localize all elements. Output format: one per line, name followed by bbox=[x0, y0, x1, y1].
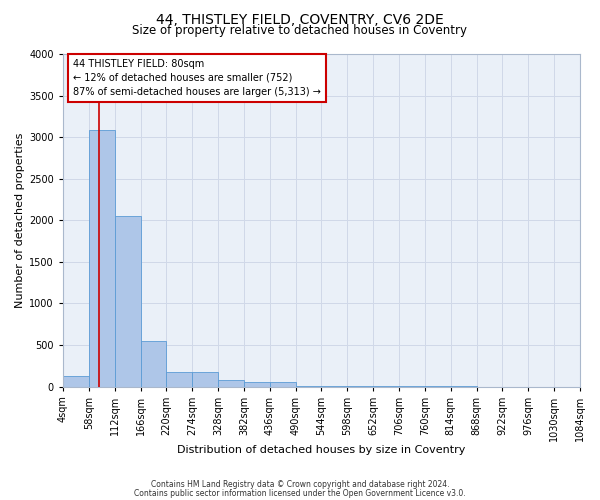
Bar bbox=[192, 372, 218, 386]
Text: Size of property relative to detached houses in Coventry: Size of property relative to detached ho… bbox=[133, 24, 467, 37]
Bar bbox=[115, 216, 140, 386]
Text: Contains public sector information licensed under the Open Government Licence v3: Contains public sector information licen… bbox=[134, 489, 466, 498]
Bar bbox=[218, 380, 244, 386]
Bar bbox=[166, 372, 192, 386]
Text: 44 THISTLEY FIELD: 80sqm
← 12% of detached houses are smaller (752)
87% of semi-: 44 THISTLEY FIELD: 80sqm ← 12% of detach… bbox=[73, 59, 321, 97]
Bar bbox=[140, 341, 166, 386]
Bar bbox=[270, 382, 296, 386]
X-axis label: Distribution of detached houses by size in Coventry: Distribution of detached houses by size … bbox=[177, 445, 466, 455]
Bar bbox=[89, 130, 115, 386]
Y-axis label: Number of detached properties: Number of detached properties bbox=[15, 132, 25, 308]
Text: Contains HM Land Registry data © Crown copyright and database right 2024.: Contains HM Land Registry data © Crown c… bbox=[151, 480, 449, 489]
Bar bbox=[63, 376, 89, 386]
Text: 44, THISTLEY FIELD, COVENTRY, CV6 2DE: 44, THISTLEY FIELD, COVENTRY, CV6 2DE bbox=[156, 12, 444, 26]
Bar bbox=[244, 382, 270, 386]
